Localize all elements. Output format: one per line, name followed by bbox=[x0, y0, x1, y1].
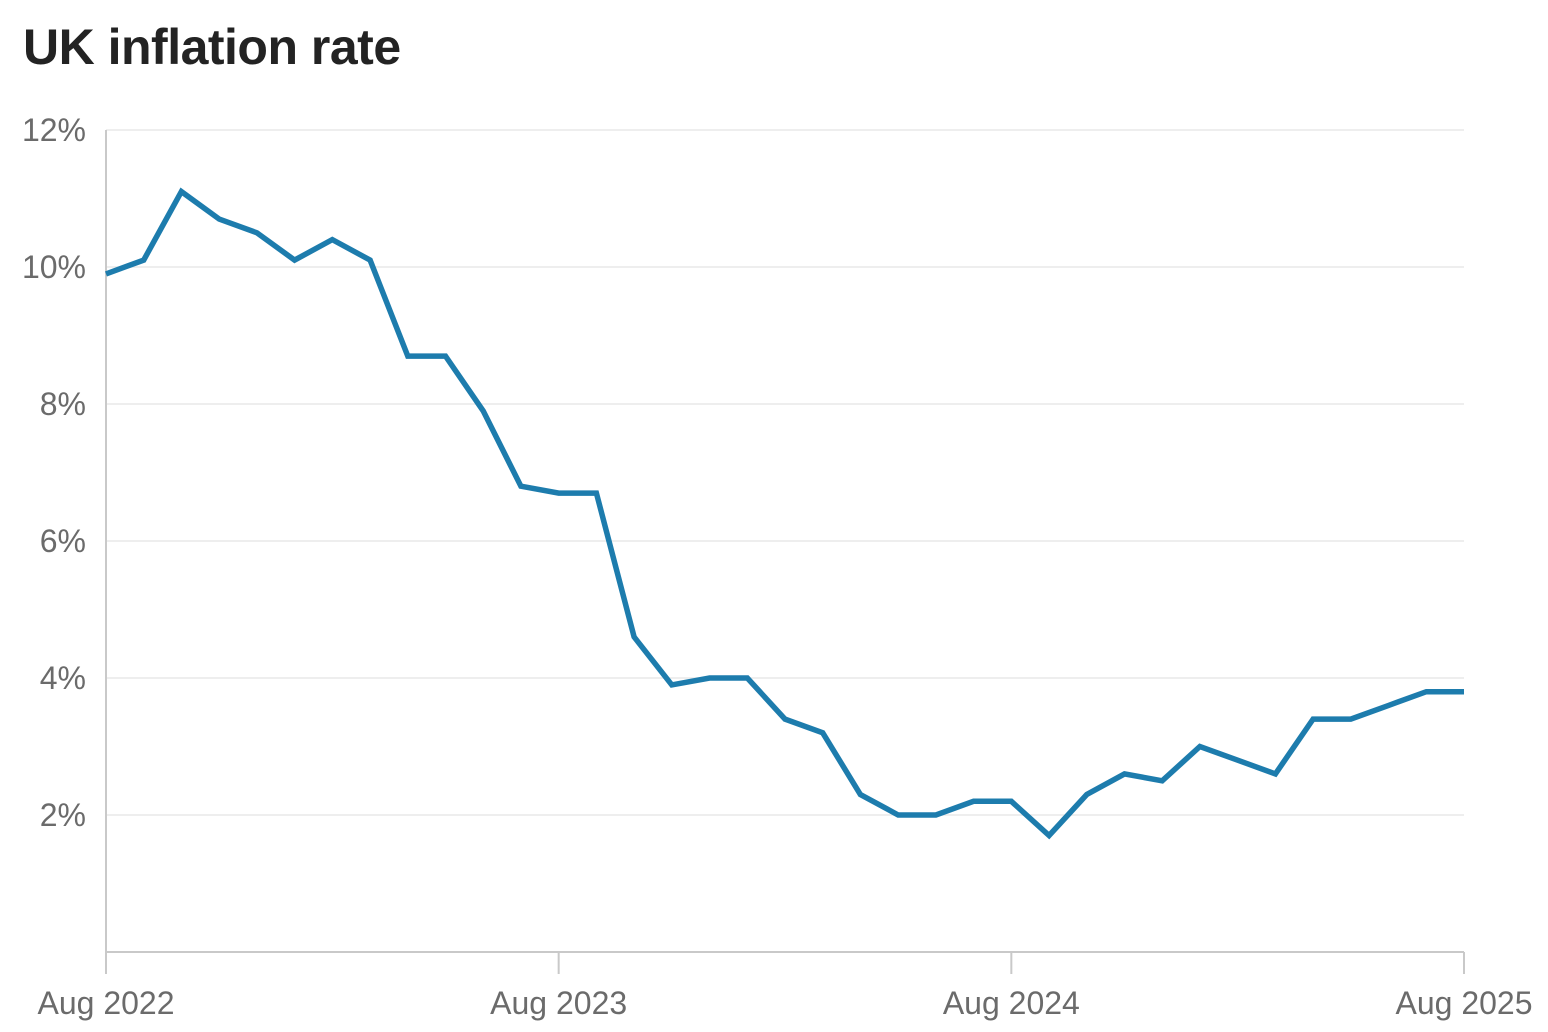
x-tick-label: Aug 2022 bbox=[37, 985, 175, 1021]
y-tick-label: 4% bbox=[39, 660, 86, 696]
y-tick-label: 10% bbox=[21, 249, 86, 285]
gridlines bbox=[106, 129, 1464, 816]
y-tick-label: 8% bbox=[39, 386, 86, 422]
y-tick-label: 12% bbox=[21, 112, 86, 148]
axes bbox=[105, 130, 1465, 974]
inflation-rate-line bbox=[105, 187, 1464, 840]
y-tick-label: 6% bbox=[39, 523, 86, 559]
y-tick-label: 2% bbox=[39, 797, 86, 833]
x-tick-label: Aug 2024 bbox=[942, 985, 1080, 1021]
chart-title: UK inflation rate bbox=[23, 19, 401, 75]
inflation-line-series bbox=[105, 187, 1464, 840]
x-tick-label: Aug 2023 bbox=[490, 985, 628, 1021]
x-tick-label: Aug 2025 bbox=[1395, 985, 1533, 1021]
